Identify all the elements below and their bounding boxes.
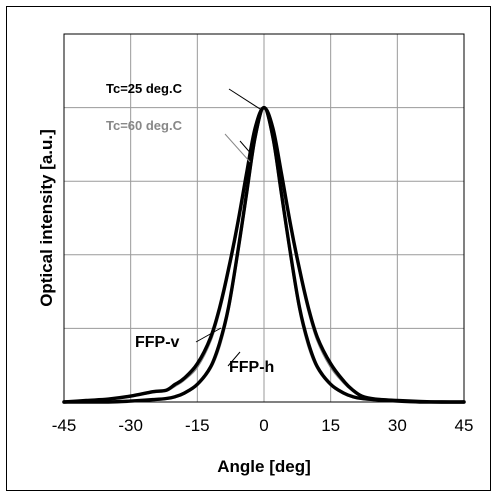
y-axis-title: Optical intensity [a.u.]: [37, 129, 56, 307]
x-tick-labels: -45 -30 -15 0 15 30 45: [52, 416, 474, 435]
annotation-ffp-v-leader: [195, 327, 222, 343]
plot-area-border: [63, 33, 465, 403]
annotation-ffp-h-leader: [227, 351, 241, 367]
x-tick-label: 15: [321, 416, 340, 435]
annotation-tc25: Tc=25 deg.C: [106, 81, 183, 96]
series-curves: [62, 105, 466, 404]
annotations: Tc=25 deg.C Tc=60 deg.C FFP-v FFP-h: [106, 81, 274, 376]
annotation-tc25-leader: [228, 88, 262, 111]
annotation-ffp-v: FFP-v: [135, 334, 180, 351]
x-tick-label: 30: [388, 416, 407, 435]
annotation-tc60: Tc=60 deg.C: [106, 118, 183, 133]
x-tick-label: -45: [52, 416, 77, 435]
figure-frame: [6, 6, 491, 491]
series-line-ffp-h-tc-25-deg-c: [62, 105, 466, 404]
x-axis-title: Angle [deg]: [217, 457, 311, 476]
x-tick-label: 45: [455, 416, 474, 435]
x-tick-label: -15: [185, 416, 210, 435]
annotation-tc60-leader-2: [239, 140, 254, 157]
x-tick-label: 0: [259, 416, 268, 435]
annotation-ffp-h: FFP-h: [229, 359, 274, 376]
annotation-tc60-leader: [224, 133, 251, 163]
x-tick-label: -30: [118, 416, 143, 435]
